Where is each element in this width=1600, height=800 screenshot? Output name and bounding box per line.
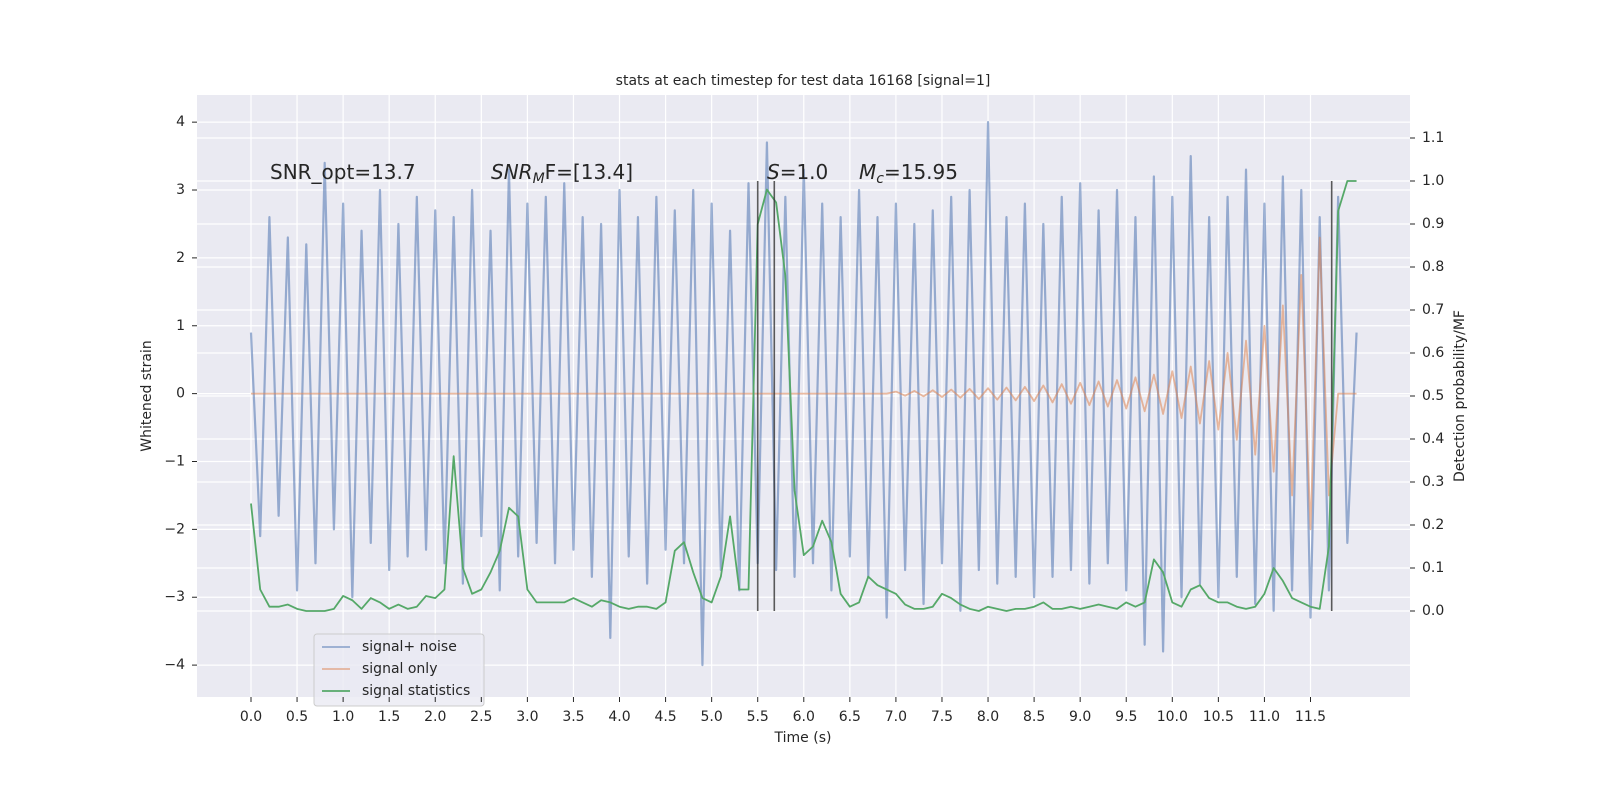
- y-tick-label: 2: [176, 250, 185, 266]
- annotation-text: F=[13.4]: [545, 160, 633, 184]
- x-tick-label: 9.0: [1069, 709, 1091, 725]
- x-tick-label: 7.5: [931, 709, 953, 725]
- y-tick-label: 1: [176, 318, 185, 334]
- y2-tick-label: 0.4: [1422, 431, 1444, 447]
- y2-tick-label: 0.1: [1422, 560, 1444, 576]
- x-tick-label: 5.0: [701, 709, 723, 725]
- annotation: Mc=15.95: [859, 160, 958, 188]
- y2-tick-label: 0.6: [1422, 345, 1444, 361]
- x-tick-label: 11.0: [1249, 709, 1280, 725]
- y-tick-label: −3: [164, 589, 185, 605]
- y-tick-label: 0: [176, 386, 185, 402]
- x-tick-label: 8.0: [977, 709, 999, 725]
- x-tick-label: 10.5: [1203, 709, 1234, 725]
- x-tick-label: 4.0: [608, 709, 630, 725]
- annotation-text: =1.0: [780, 160, 829, 184]
- x-tick-label: 3.0: [516, 709, 538, 725]
- annotation-text: S: [767, 160, 780, 184]
- annotation-subscript: M: [533, 171, 545, 187]
- y-tick-label: −2: [164, 521, 185, 537]
- x-tick-label: 11.5: [1295, 709, 1326, 725]
- annotation-text: SNR: [491, 160, 533, 184]
- x-tick-label: 8.5: [1023, 709, 1045, 725]
- series-line: [250, 180, 1357, 612]
- y-tick-label: −4: [164, 657, 185, 673]
- y2-tick-label: 0.3: [1422, 474, 1444, 490]
- legend-label: signal statistics: [362, 683, 470, 699]
- y-tick-label: 3: [176, 182, 185, 198]
- x-tick-label: 2.5: [470, 709, 492, 725]
- y2-tick-label: 0.0: [1422, 603, 1444, 619]
- y2-tick-label: 0.2: [1422, 517, 1444, 533]
- x-tick-label: 3.5: [562, 709, 584, 725]
- y2-tick-label: 0.7: [1422, 302, 1444, 318]
- x-tick-label: 1.5: [378, 709, 400, 725]
- series-line: [250, 236, 1357, 531]
- annotation-text: M: [859, 160, 876, 184]
- y2-tick-label: 1.1: [1422, 130, 1444, 146]
- y-axis-label: Whitened strain: [139, 340, 155, 451]
- legend-box: [313, 633, 485, 707]
- y2-axis-label: Detection probability/MF: [1452, 310, 1468, 482]
- x-tick-label: 7.0: [885, 709, 907, 725]
- series-line: [249, 121, 1358, 667]
- x-tick-label: 1.0: [332, 709, 354, 725]
- x-tick-label: 5.5: [747, 709, 769, 725]
- y2-tick-label: 0.5: [1422, 388, 1444, 404]
- annotation: SNRMF=[13.4]: [491, 160, 633, 188]
- annotation-subscript: c: [876, 171, 884, 187]
- x-tick-label: 4.5: [654, 709, 676, 725]
- annotation: SNR_opt=13.7: [270, 160, 416, 184]
- y-tick-label: 4: [176, 114, 185, 130]
- x-tick-label: 9.5: [1115, 709, 1137, 725]
- annotation: S=1.0: [767, 160, 828, 184]
- legend: signal+ noise signal only signal statistic…: [313, 633, 485, 707]
- annotation-text: SNR_opt=13.7: [270, 160, 416, 184]
- y2-tick-label: 0.8: [1422, 259, 1444, 275]
- x-tick-label: 2.0: [424, 709, 446, 725]
- x-tick-label: 6.0: [793, 709, 815, 725]
- legend-label: signal+ noise: [362, 639, 457, 655]
- x-axis-label: Time (s): [774, 730, 832, 746]
- y2-tick-label: 1.0: [1422, 173, 1444, 189]
- chart-title: stats at each timestep for test data 161…: [616, 73, 991, 89]
- legend-label: signal only: [362, 661, 437, 677]
- y-tick-label: −1: [164, 453, 185, 469]
- x-tick-label: 0.0: [240, 709, 262, 725]
- x-tick-label: 10.0: [1157, 709, 1188, 725]
- x-tick-label: 6.5: [839, 709, 861, 725]
- x-tick-label: 0.5: [286, 709, 308, 725]
- marks: [249, 121, 1358, 667]
- annotation-text: =15.95: [884, 160, 958, 184]
- y2-tick-label: 0.9: [1422, 216, 1444, 232]
